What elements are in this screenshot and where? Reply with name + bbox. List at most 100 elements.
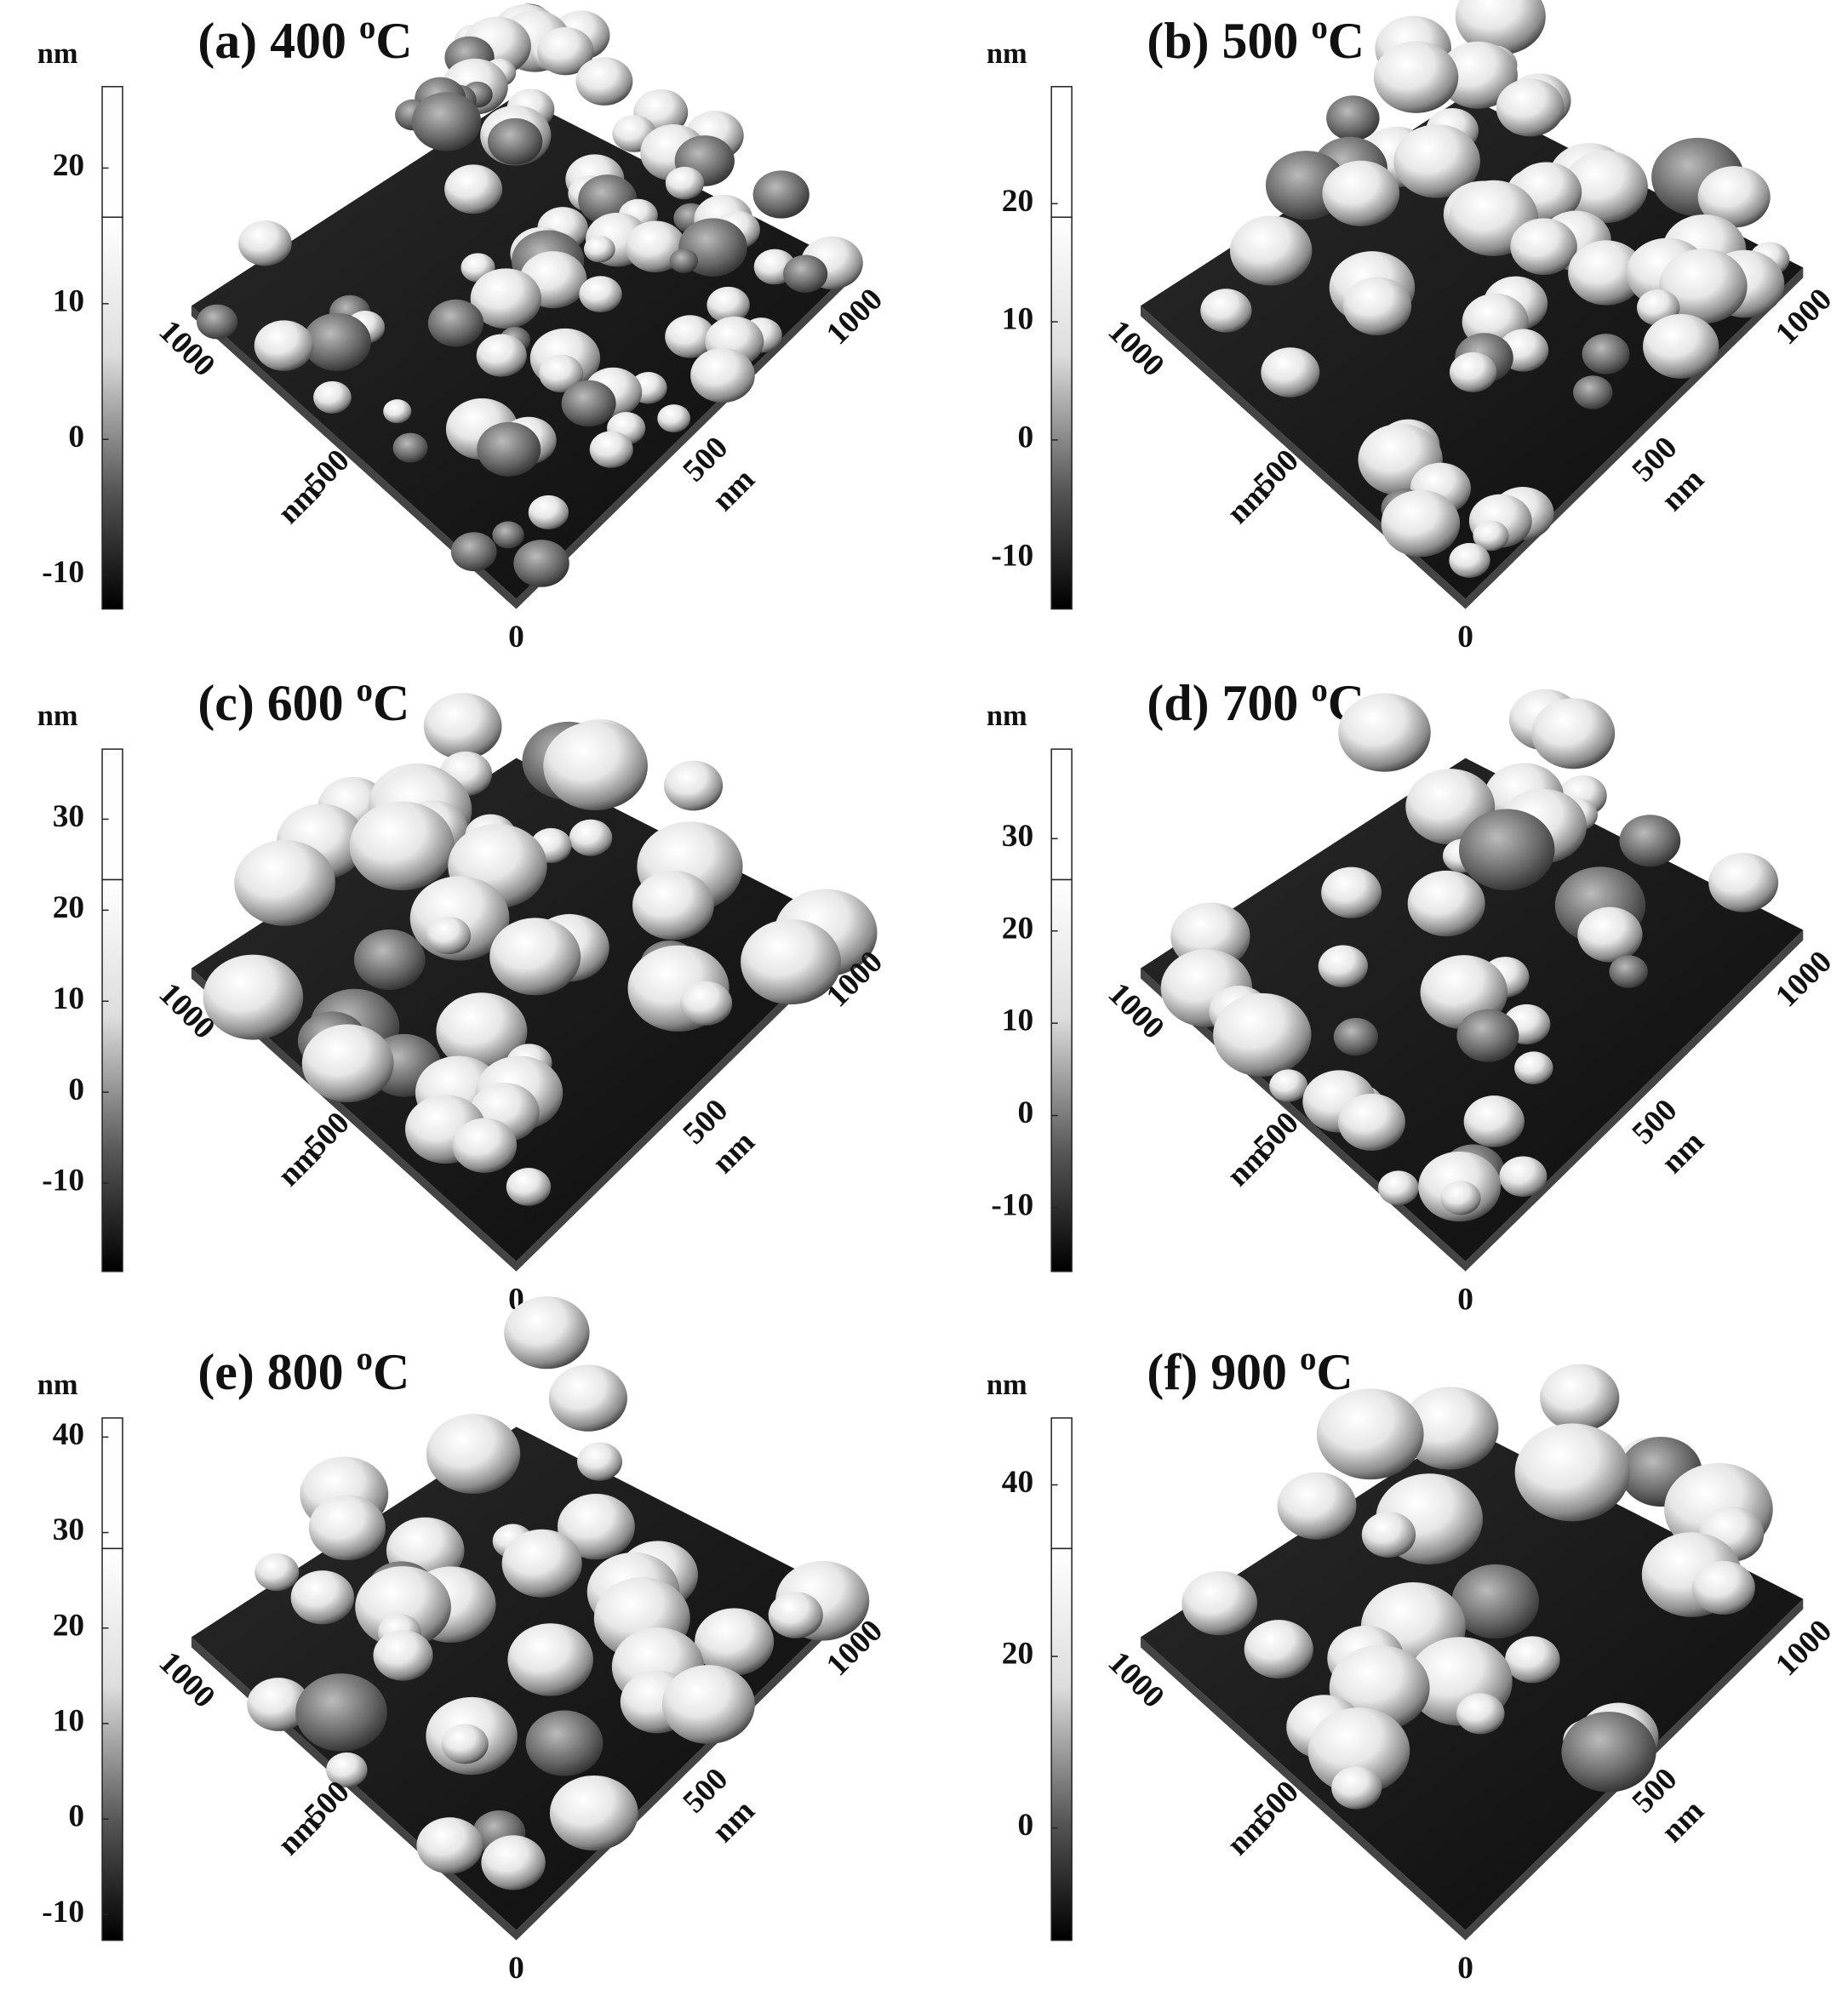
surface-grain (301, 1024, 394, 1102)
surface-grain (373, 1630, 433, 1681)
surface-grain (1269, 1069, 1308, 1102)
title-label: (a) 400 (197, 13, 346, 69)
surface-grain (392, 432, 428, 463)
surface-grain (1496, 78, 1565, 137)
surface-grain (1229, 215, 1313, 286)
surface-grain (1561, 1712, 1656, 1793)
surface-grain (349, 801, 455, 891)
tick-label: 0 (68, 420, 84, 455)
title-label: (c) 600 (197, 675, 343, 731)
surface-grain (664, 760, 724, 811)
surface-grain (1200, 289, 1252, 333)
surface-grain (557, 1493, 635, 1560)
surface-grain (441, 1724, 489, 1764)
tick-label: 40 (53, 1417, 84, 1452)
surface-grain (539, 354, 584, 393)
axis-label: 0 (1457, 620, 1473, 655)
surface-grain (504, 1295, 590, 1370)
surface-grain (492, 521, 524, 549)
surface-grain (1691, 1560, 1755, 1615)
surface-grain (1456, 1009, 1519, 1062)
tick-label: -10 (42, 1164, 84, 1198)
surface-grain (589, 431, 633, 468)
title-label: (e) 800 (197, 1344, 343, 1400)
surface-grain (1181, 1570, 1258, 1636)
surface-grain (290, 1570, 355, 1625)
surface-grain (569, 819, 613, 856)
surface-grain (783, 254, 828, 293)
surface-grain (426, 916, 472, 955)
surface-grain (1659, 249, 1748, 324)
tick-label: 20 (1002, 1637, 1033, 1672)
surface-grain (353, 929, 426, 991)
title-degree: o (1311, 9, 1327, 46)
tick-label: 10 (53, 981, 84, 1016)
colorbar (1050, 1547, 1073, 1941)
tick-label: 10 (1002, 302, 1033, 337)
surface-grain (423, 693, 502, 760)
panel-title: (c) 600 oC (197, 672, 409, 731)
title-degree: o (356, 1341, 372, 1377)
surface-grain (1609, 955, 1648, 988)
colorbar-top (101, 748, 123, 881)
tick-label: -10 (991, 538, 1033, 573)
surface-grain (1261, 347, 1320, 397)
surface-grain (1643, 313, 1719, 379)
title-degree: o (356, 672, 372, 708)
tick-label: -10 (991, 1188, 1033, 1223)
surface-grain (1318, 945, 1368, 988)
surface-grain (669, 249, 699, 273)
tick-label: 10 (53, 283, 84, 318)
tick-label: 40 (1002, 1465, 1033, 1500)
surface-grain (1316, 1388, 1424, 1480)
colorbar (1050, 216, 1073, 610)
surface-grain (1499, 1156, 1548, 1198)
colorbar (101, 216, 123, 610)
surface-grain (695, 1608, 775, 1676)
panel: (e) 800 oCnm-100102030401000500nm0500nm1… (37, 1295, 890, 1986)
surface-grain (1277, 1472, 1357, 1540)
surface-grain (752, 170, 810, 219)
colorbar-unit: nm (37, 37, 78, 70)
surface-grain (1307, 1707, 1410, 1794)
title-space (1287, 1344, 1300, 1400)
tick-label: 0 (68, 1799, 84, 1834)
tick-label: 0 (1018, 1095, 1034, 1130)
surface-grain (295, 1673, 387, 1752)
surface-grain (1573, 375, 1613, 409)
tick-label: -10 (42, 555, 84, 590)
title-degree: o (359, 9, 375, 46)
panel-title: (e) 800 oC (197, 1341, 409, 1400)
surface-grain (1582, 334, 1630, 375)
title-unit: C (375, 13, 412, 69)
surface-grain (476, 334, 527, 377)
surface-grain (1449, 542, 1490, 578)
surface-grain (1373, 41, 1459, 113)
tick-label: 10 (53, 1704, 84, 1739)
surface-grain (1505, 1636, 1560, 1684)
colorbar (101, 1547, 123, 1941)
colorbar-top (101, 86, 123, 218)
surface-grain (1322, 160, 1400, 226)
colorbar (101, 878, 123, 1272)
title-space (1298, 13, 1311, 69)
title-space (344, 1344, 357, 1400)
surface-grain (247, 1678, 310, 1731)
surface-grain (507, 1623, 593, 1696)
surface-grain (203, 954, 304, 1040)
panel: (c) 600 oCnm-1001020301000500nm0500nm100… (37, 672, 890, 1317)
tick-label: 20 (53, 1608, 84, 1643)
surface-grain (452, 1118, 518, 1173)
tick-label: 0 (1018, 420, 1034, 455)
surface-grain (1449, 352, 1497, 392)
surface-grain (302, 312, 371, 371)
colorbar (1050, 878, 1073, 1272)
colorbar-unit: nm (987, 1369, 1027, 1401)
surface-grain (238, 220, 292, 266)
surface-grain (1378, 1170, 1419, 1205)
tick-label: 30 (53, 799, 84, 834)
